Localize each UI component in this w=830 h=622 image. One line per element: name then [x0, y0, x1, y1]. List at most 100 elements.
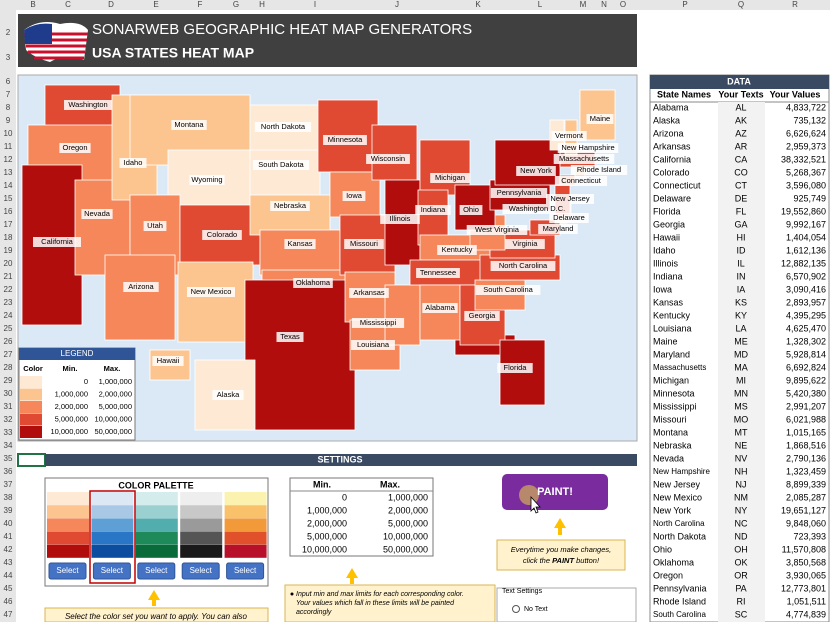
state-code: IL — [737, 258, 745, 268]
palette-swatch — [224, 505, 267, 519]
row-number: 12 — [4, 155, 13, 164]
state-name: Louisiana — [653, 323, 692, 333]
state-value: 3,596,080 — [786, 180, 826, 190]
palette-title: COLOR PALETTE — [118, 480, 193, 490]
state-name: Arkansas — [653, 141, 691, 151]
row-number: 47 — [4, 610, 13, 619]
state-name: Georgia — [653, 219, 685, 229]
state-value: 4,395,295 — [786, 310, 826, 320]
state-shape — [244, 279, 356, 431]
state-label-bg — [505, 239, 545, 249]
state-value: 8,899,339 — [786, 479, 826, 489]
column-letter: C — [65, 0, 71, 9]
radio[interactable] — [512, 605, 520, 613]
state-label: Pennsylvania — [497, 188, 542, 197]
arrow — [148, 590, 160, 606]
select-label[interactable]: Select — [56, 566, 79, 575]
select-button[interactable] — [92, 562, 131, 580]
state-value: 9,992,167 — [786, 219, 826, 229]
state-value: 1,328,302 — [786, 336, 826, 346]
state-label-bg — [490, 188, 548, 198]
state-label: South Carolina — [483, 285, 533, 294]
state-label-bg — [557, 143, 619, 153]
state-label: Ohio — [463, 205, 479, 214]
state-code: MA — [734, 362, 748, 372]
legend-title: LEGEND — [61, 349, 94, 358]
select-label[interactable]: Select — [101, 566, 124, 575]
column-letter: G — [233, 0, 239, 9]
row-number: 25 — [4, 324, 13, 333]
row-number: 6 — [6, 77, 11, 86]
data-title-bg — [650, 75, 829, 89]
select-button[interactable] — [181, 562, 220, 580]
state-code: DE — [735, 193, 748, 203]
state-label: Virginia — [513, 239, 539, 248]
select-button[interactable] — [226, 562, 265, 580]
state-label-bg — [143, 221, 167, 231]
legend-max: 10,000,000 — [94, 414, 132, 423]
state-label-bg — [475, 285, 541, 295]
legend-min: 0 — [84, 377, 88, 386]
state-name: Maryland — [653, 349, 690, 359]
state-value: 1,323,459 — [786, 466, 826, 476]
state-label-bg — [422, 303, 458, 313]
state-label: Arizona — [128, 282, 154, 291]
row-number: 9 — [6, 116, 11, 125]
state-label: Washington D.C. — [509, 204, 565, 213]
state-label-bg — [119, 158, 147, 168]
row-number: 41 — [4, 532, 13, 541]
state-label-bg — [416, 268, 460, 278]
state-label: Mississippi — [360, 318, 397, 327]
data-title: DATA — [727, 76, 751, 86]
state-label: Montana — [174, 120, 204, 129]
row-number: 22 — [4, 285, 13, 294]
select-label[interactable]: Select — [234, 566, 257, 575]
legend-max: 5,000,000 — [99, 402, 132, 411]
state-code: RI — [737, 596, 746, 606]
state-name: North Carolina — [653, 519, 705, 528]
state-label: Utah — [147, 221, 163, 230]
state-name: New Hampshire — [653, 467, 710, 476]
title-band — [18, 14, 637, 67]
settings-bar — [45, 454, 637, 466]
state-label: Washington — [68, 100, 107, 109]
state-name: Nebraska — [653, 440, 692, 450]
state-value: 6,626,624 — [786, 128, 826, 138]
row-number: 27 — [4, 350, 13, 359]
state-value: 3,930,065 — [786, 570, 826, 580]
select-button[interactable] — [137, 562, 176, 580]
palette-swatch — [135, 544, 178, 558]
state-code: FL — [736, 206, 747, 216]
column-letter: Q — [738, 0, 744, 9]
state-label: California — [41, 237, 74, 246]
row-number: 17 — [4, 220, 13, 229]
limit-max: 10,000,000 — [383, 531, 428, 541]
state-name: North Dakota — [653, 531, 706, 541]
paint-label[interactable]: PAINT! — [537, 486, 573, 498]
radio-label[interactable]: No Text — [524, 606, 548, 613]
row-number: 38 — [4, 493, 13, 502]
text-settings-box — [496, 587, 637, 622]
select-button[interactable] — [48, 562, 87, 580]
state-code: AR — [735, 141, 748, 151]
row-number: 7 — [6, 90, 11, 99]
palette-swatch — [180, 492, 223, 505]
palette-swatch — [135, 531, 178, 545]
state-value: 12,882,135 — [781, 258, 826, 268]
palette-swatch — [135, 492, 178, 505]
limit-min: 5,000,000 — [307, 531, 347, 541]
select-label[interactable]: Select — [190, 566, 213, 575]
state-label: Georgia — [469, 311, 497, 320]
paint-note: click the PAINT button! — [523, 556, 600, 565]
state-value: 2,085,287 — [786, 492, 826, 502]
state-label: Alabama — [425, 303, 455, 312]
selected-palette — [89, 490, 136, 584]
palette-swatch — [224, 518, 267, 532]
state-value: 1,612,136 — [786, 245, 826, 255]
row-number: 26 — [4, 337, 13, 346]
state-label-bg — [81, 209, 113, 219]
palette-swatch — [135, 518, 178, 532]
state-value: 1,015,165 — [786, 427, 826, 437]
texts-col-bg — [718, 102, 765, 622]
select-label[interactable]: Select — [145, 566, 168, 575]
